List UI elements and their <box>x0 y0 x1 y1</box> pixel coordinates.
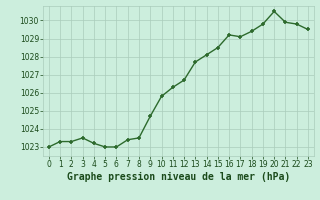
X-axis label: Graphe pression niveau de la mer (hPa): Graphe pression niveau de la mer (hPa) <box>67 172 290 182</box>
